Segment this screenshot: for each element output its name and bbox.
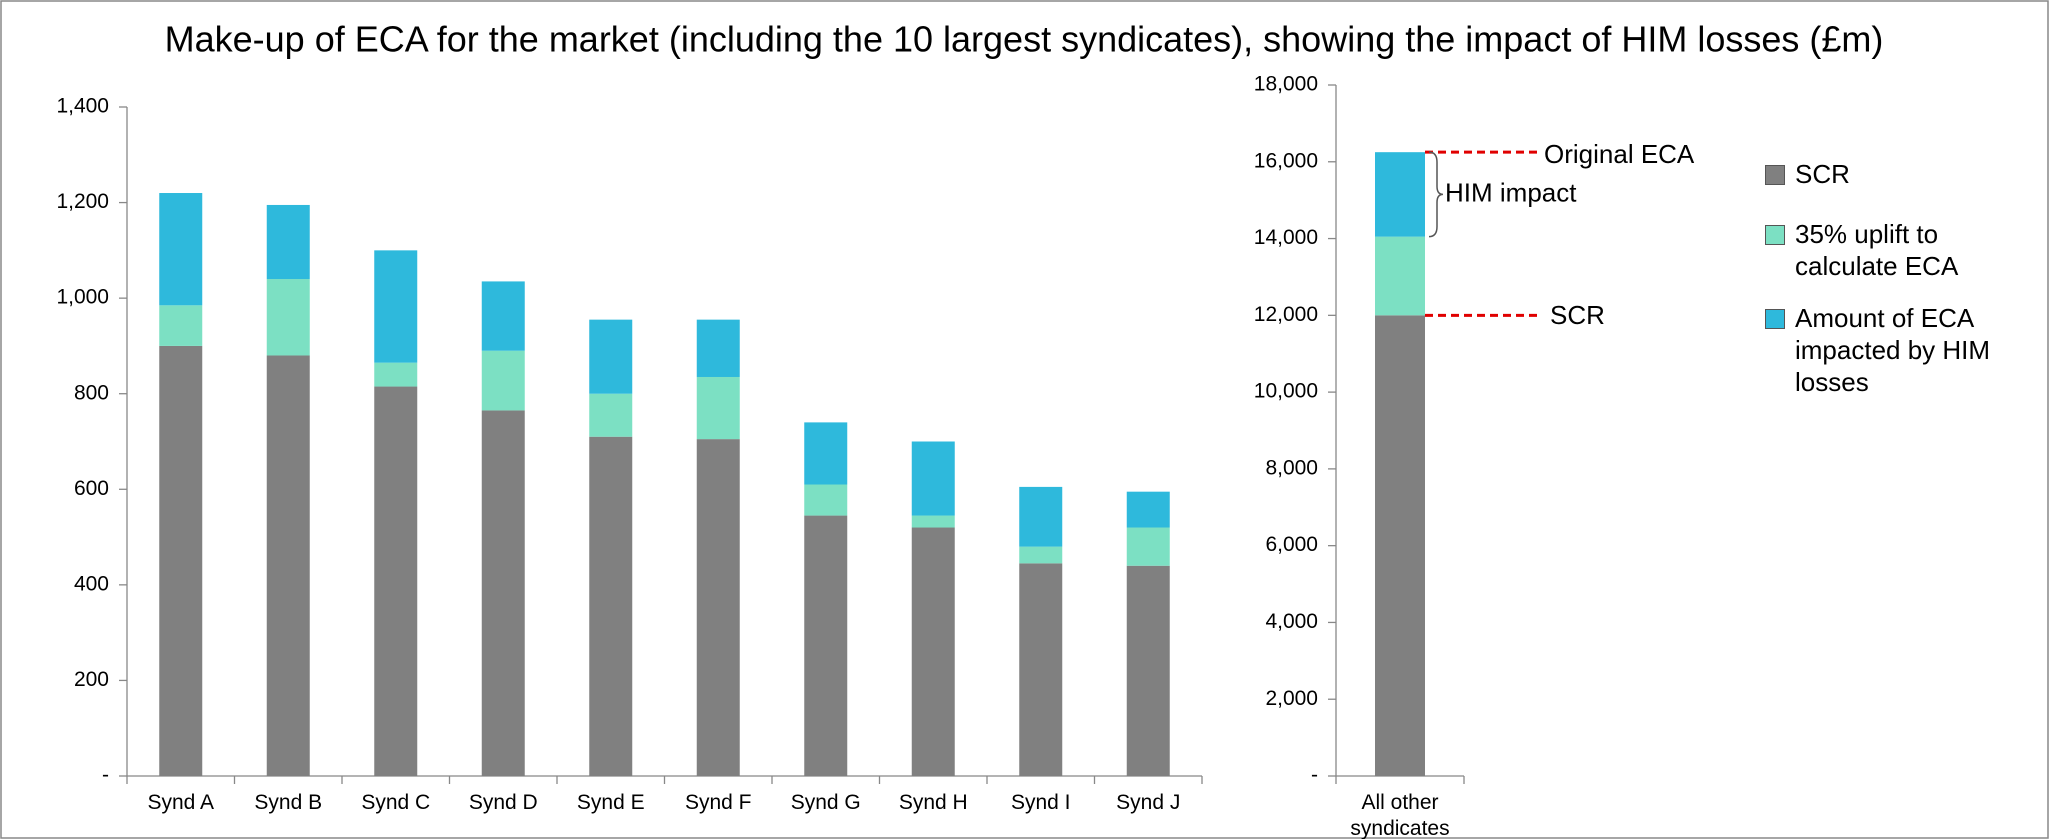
bar-segment <box>1126 491 1170 528</box>
y-tick-label: 4,000 <box>1265 610 1318 633</box>
legend-swatch <box>1765 165 1785 185</box>
y-tick-label: 8,000 <box>1265 456 1318 479</box>
y-tick-label: 10,000 <box>1254 380 1318 403</box>
y-tick-label: 12,000 <box>1254 303 1318 326</box>
bar-segment <box>159 193 203 306</box>
annotation: SCR <box>1550 300 1605 330</box>
bar-segment <box>374 386 418 776</box>
x-tick-label: Synd I <box>1010 791 1071 814</box>
bar-segment <box>696 319 740 377</box>
legend-item: SCR <box>1765 158 2035 190</box>
y-tick-label: 16,000 <box>1254 149 1318 172</box>
x-tick-label: All other syndicates <box>1350 791 1450 839</box>
chart-title: Make-up of ECA for the market (including… <box>165 19 1884 60</box>
y-tick-label: 400 <box>74 572 109 595</box>
y-tick-label: 600 <box>74 477 109 500</box>
bar-segment <box>1019 546 1063 564</box>
x-tick-label: Synd A <box>147 791 215 814</box>
bar-segment <box>911 527 955 776</box>
x-tick-label: Synd D <box>468 791 538 814</box>
y-tick-label: - <box>102 764 109 787</box>
y-tick-label: 18,000 <box>1254 73 1318 96</box>
bar-segment <box>1019 563 1063 776</box>
bar-segment <box>696 439 740 776</box>
bar-segment <box>481 281 525 351</box>
y-tick-label: 6,000 <box>1265 533 1318 556</box>
y-tick-label: - <box>1311 764 1318 787</box>
bar-segment <box>1375 152 1425 237</box>
legend-swatch <box>1765 309 1785 329</box>
legend-item: Amount of ECA impacted by HIM losses <box>1765 302 2035 398</box>
y-tick-label: 1,200 <box>56 190 109 213</box>
y-tick-label: 14,000 <box>1254 226 1318 249</box>
bar-segment <box>159 305 203 346</box>
legend-swatch <box>1765 225 1785 245</box>
x-tick-label: Synd G <box>790 791 861 814</box>
bar-segment <box>911 515 955 528</box>
bar-segment <box>374 250 418 363</box>
legend-item: 35% uplift to calculate ECA <box>1765 218 2035 282</box>
annotation: HIM impact <box>1445 177 1577 207</box>
y-tick-label: 200 <box>74 668 109 691</box>
bar-segment <box>911 441 955 516</box>
bar-segment <box>804 422 848 485</box>
x-tick-label: Synd E <box>576 791 645 814</box>
bar-segment <box>589 436 633 776</box>
y-tick-label: 1,000 <box>56 286 109 309</box>
bar-segment <box>481 410 525 776</box>
x-tick-label: Synd F <box>684 791 752 814</box>
bar-segment <box>1126 527 1170 566</box>
y-tick-label: 1,400 <box>56 95 109 118</box>
bar-segment <box>159 345 203 776</box>
x-tick-label: Synd H <box>898 791 968 814</box>
annotation: Original ECA <box>1544 139 1695 169</box>
x-tick-label: Synd J <box>1116 791 1181 814</box>
bar-segment <box>696 376 740 440</box>
bar-segment <box>804 484 848 516</box>
bar-segment <box>481 350 525 411</box>
bar-segment <box>1375 236 1425 316</box>
bar-segment <box>589 319 633 394</box>
x-tick-label: Synd B <box>254 791 323 814</box>
bar-segment <box>804 515 848 776</box>
bar-segment <box>266 279 310 356</box>
bar-segment <box>1375 315 1425 776</box>
bar-segment <box>266 204 310 280</box>
bar-segment <box>374 362 418 387</box>
bar-segment <box>266 355 310 776</box>
brace <box>1428 151 1444 238</box>
y-tick-label: 800 <box>74 381 109 404</box>
bar-segment <box>589 393 633 437</box>
bar-segment <box>1019 486 1063 547</box>
bar-segment <box>1126 565 1170 776</box>
x-tick-label: Synd C <box>361 791 431 814</box>
y-tick-label: 2,000 <box>1265 687 1318 710</box>
